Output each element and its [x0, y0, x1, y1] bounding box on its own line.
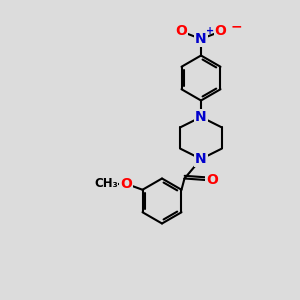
Text: N: N [195, 32, 207, 46]
Text: CH₃: CH₃ [94, 177, 118, 190]
Text: N: N [195, 110, 207, 124]
Text: O: O [214, 25, 226, 38]
Text: O: O [206, 173, 218, 187]
Text: N: N [195, 152, 207, 166]
Text: O: O [176, 25, 188, 38]
Text: O: O [120, 177, 132, 191]
Text: +: + [206, 26, 214, 36]
Text: −: − [230, 19, 242, 33]
